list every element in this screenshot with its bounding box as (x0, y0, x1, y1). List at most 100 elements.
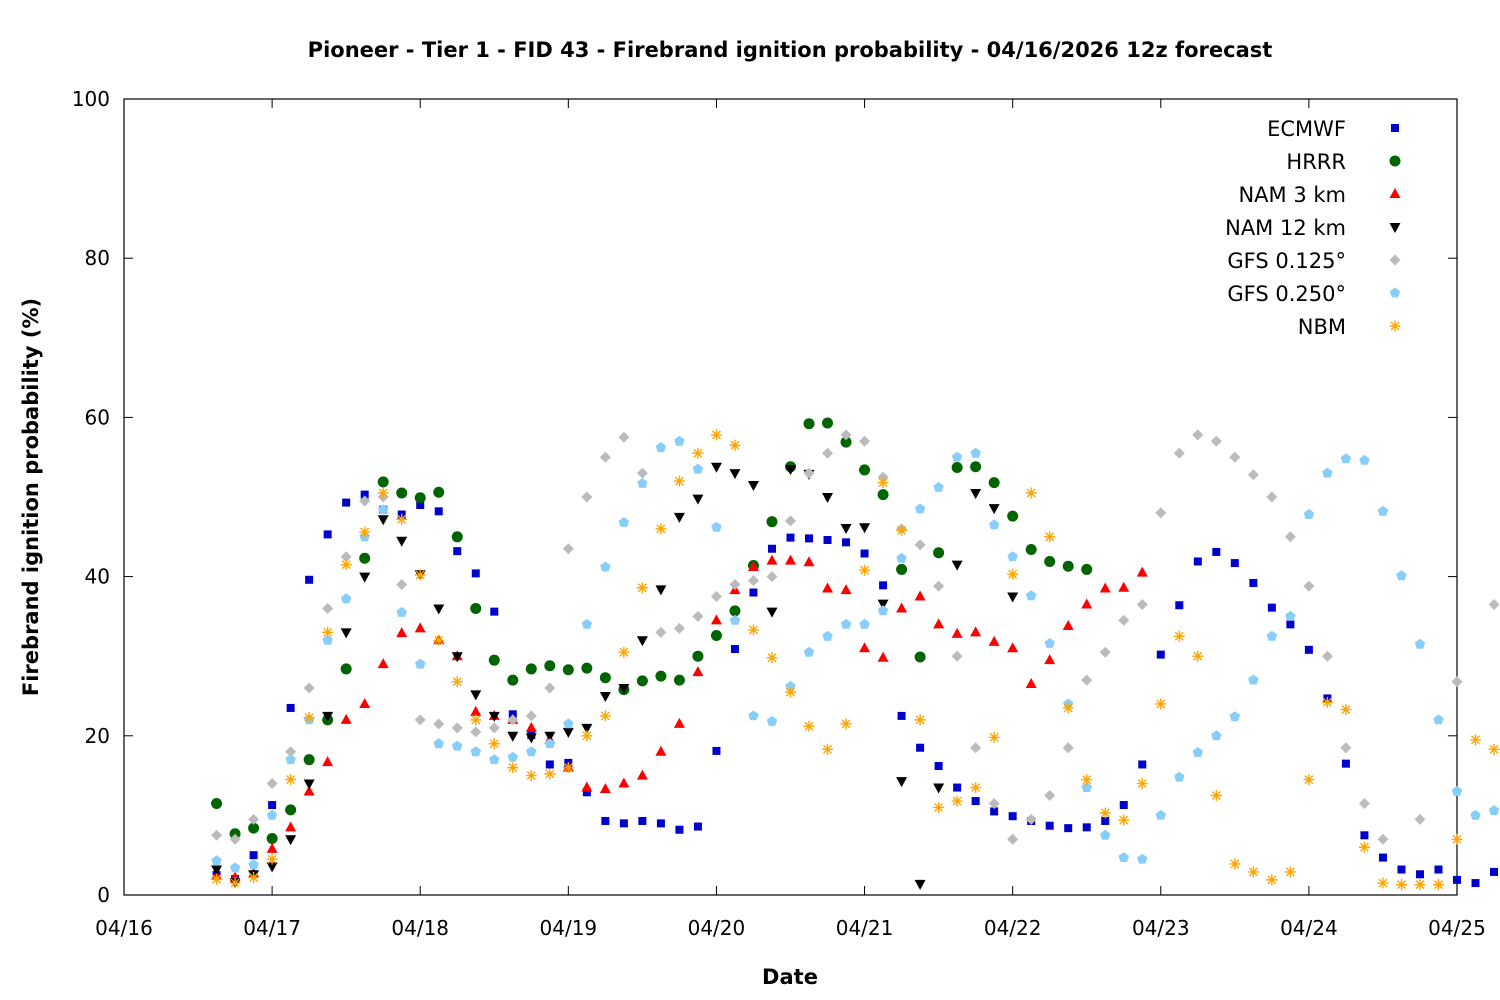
x-axis: 04/16 04/17 04/18 04/19 04/20 04/21 04/22 04/23… (95, 99, 1486, 940)
data-point (1101, 816, 1110, 825)
data-point (729, 605, 741, 617)
data-point (433, 634, 445, 646)
data-point (414, 569, 426, 581)
series-hrrr (211, 417, 1093, 844)
data-point (951, 627, 963, 638)
x-tick-label: 04/19 (540, 916, 598, 940)
x-tick-label: 04/22 (984, 916, 1042, 940)
data-point (1433, 714, 1444, 725)
data-point (766, 652, 778, 664)
data-point (1432, 879, 1444, 891)
data-point (710, 591, 722, 602)
data-point (656, 819, 665, 828)
data-point (1118, 814, 1130, 826)
data-point (285, 746, 297, 758)
x-tick-label: 04/16 (95, 916, 153, 940)
legend-label: GFS 0.125° (1227, 249, 1346, 273)
data-point (803, 467, 815, 479)
data-point (1044, 638, 1055, 648)
data-point (581, 618, 593, 629)
data-point (433, 738, 444, 749)
data-point (471, 569, 480, 578)
data-point (303, 779, 315, 790)
legend-marker (1389, 223, 1401, 233)
data-point (359, 495, 371, 507)
data-point (953, 783, 962, 792)
data-point (1247, 469, 1259, 481)
data-point (636, 675, 648, 687)
data-point (1173, 447, 1185, 459)
data-point (582, 788, 591, 797)
y-axis: 0 20 40 60 80 100 (72, 87, 1457, 907)
data-point (914, 714, 926, 726)
data-point (581, 723, 593, 734)
data-point (1192, 429, 1204, 441)
y-tick-label: 0 (97, 883, 110, 907)
data-point (360, 490, 369, 499)
data-point (655, 670, 667, 682)
data-point (562, 762, 574, 774)
series-nam-12-km (211, 462, 1019, 890)
data-point (1488, 805, 1500, 816)
data-point (840, 429, 852, 441)
data-point (414, 492, 426, 504)
data-point (562, 664, 574, 676)
data-point (1284, 866, 1296, 878)
data-point (748, 710, 759, 721)
data-point (1211, 730, 1222, 741)
data-point (544, 682, 556, 694)
data-point (1155, 698, 1167, 710)
data-point (1210, 790, 1222, 801)
data-point (1397, 865, 1406, 874)
data-point (453, 547, 462, 556)
data-point (1081, 598, 1093, 609)
data-point (396, 487, 408, 499)
data-point (1488, 743, 1500, 755)
data-point (507, 731, 519, 742)
data-point (785, 554, 796, 565)
data-point (970, 489, 982, 500)
data-point (285, 835, 297, 846)
legend-marker (1391, 124, 1399, 132)
data-point (599, 710, 611, 722)
data-point (655, 626, 667, 638)
data-point (618, 431, 630, 443)
data-point (396, 579, 408, 591)
series-gfs-0-125- (211, 429, 1500, 845)
data-point (971, 797, 980, 806)
data-point (766, 554, 778, 565)
data-point (1340, 704, 1352, 716)
data-point (822, 493, 834, 503)
data-point (1434, 865, 1443, 874)
data-point (766, 716, 778, 726)
data-point (470, 705, 482, 716)
data-point (692, 650, 704, 662)
data-point (1118, 852, 1129, 862)
data-point (1173, 630, 1185, 642)
data-point (229, 833, 241, 845)
data-point (249, 851, 258, 860)
data-point (933, 801, 945, 813)
data-point (1378, 853, 1387, 862)
data-point (1119, 801, 1128, 810)
data-point (1451, 786, 1463, 796)
data-point (988, 635, 1000, 646)
data-point (1414, 879, 1426, 891)
data-point (896, 777, 908, 788)
data-point (1174, 771, 1185, 782)
data-point (1286, 620, 1295, 629)
x-tick-label: 04/24 (1280, 916, 1338, 940)
legend-label: NBM (1298, 315, 1346, 339)
data-point (545, 760, 554, 769)
data-point (470, 726, 482, 738)
series-ecmwf (212, 490, 1499, 888)
data-point (636, 582, 648, 594)
data-point (896, 524, 908, 536)
data-point (1210, 435, 1222, 447)
data-point (1156, 650, 1165, 659)
data-point (840, 584, 852, 595)
data-point (340, 559, 352, 571)
data-point (1230, 559, 1239, 568)
x-tick-label: 04/20 (688, 916, 746, 940)
data-point (988, 731, 1000, 743)
